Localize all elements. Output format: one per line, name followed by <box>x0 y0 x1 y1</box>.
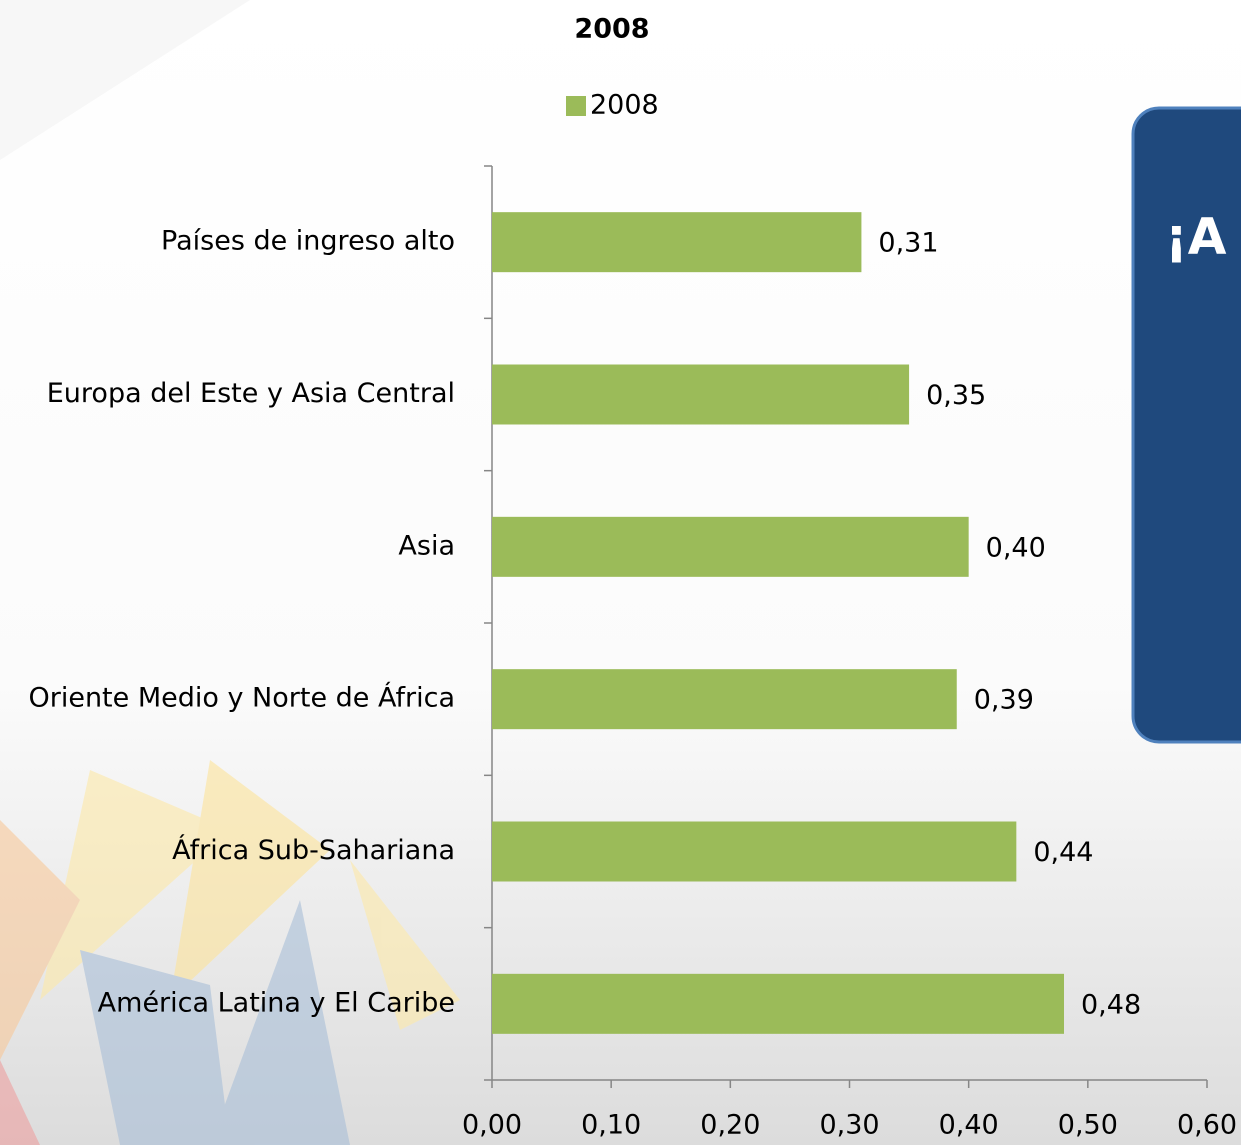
x-tick-label: 0,00 <box>462 1110 522 1141</box>
x-tick-label: 0,50 <box>1058 1110 1118 1141</box>
x-tick-label: 0,20 <box>700 1110 760 1141</box>
info-panel <box>1131 106 1241 744</box>
data-label: 0,35 <box>926 380 986 411</box>
bar <box>492 821 1017 882</box>
x-tick-label: 0,60 <box>1177 1110 1237 1141</box>
decor-shape <box>170 760 330 1000</box>
y-tick-label: Oriente Medio y Norte de África <box>28 682 455 714</box>
y-tick-label: África Sub-Sahariana <box>172 834 455 866</box>
y-tick-label: Países de ingreso alto <box>161 226 455 257</box>
decor-shape <box>0 820 80 1060</box>
decor-shape <box>0 0 250 160</box>
decor-shape <box>80 950 230 1145</box>
decoration <box>0 0 460 1145</box>
y-tick-label: América Latina y El Caribe <box>98 987 455 1018</box>
data-label: 0,44 <box>1033 837 1093 868</box>
panel-text: ¡A <box>1165 208 1227 266</box>
legend-label: 2008 <box>590 90 659 121</box>
data-label: 0,31 <box>878 228 938 259</box>
data-label: 0,40 <box>986 532 1046 563</box>
decor-shape <box>210 900 350 1145</box>
decor-shape <box>0 1060 40 1145</box>
legend-swatch <box>566 96 586 116</box>
x-tick-label: 0,30 <box>819 1110 879 1141</box>
x-tick-label: 0,40 <box>939 1110 999 1141</box>
decor-shape <box>350 860 460 1030</box>
decor-shape <box>40 770 230 1000</box>
y-tick-label: Europa del Este y Asia Central <box>47 378 455 409</box>
bar <box>492 973 1064 1034</box>
y-tick-label: Asia <box>398 530 455 561</box>
bar <box>492 516 969 577</box>
data-label: 0,48 <box>1081 989 1141 1020</box>
bar <box>492 364 910 425</box>
chart-title: 2008 <box>574 14 649 45</box>
bar <box>492 669 957 730</box>
x-tick-label: 0,10 <box>581 1110 641 1141</box>
bar <box>492 212 862 273</box>
data-label: 0,39 <box>974 685 1034 716</box>
